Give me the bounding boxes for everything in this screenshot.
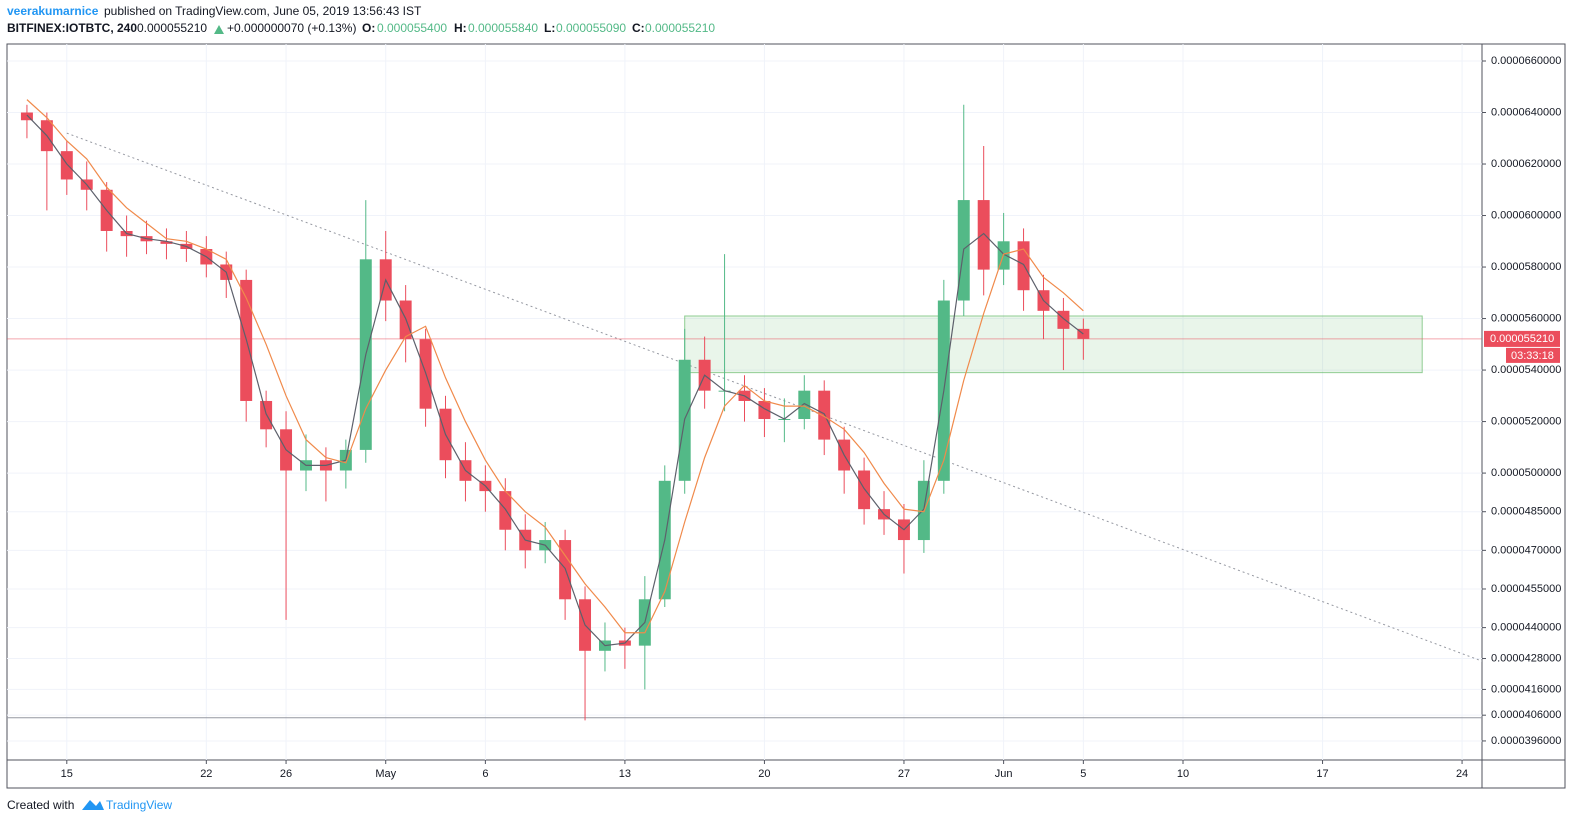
- candle-body: [758, 400, 771, 419]
- y-tick-label: 0.0000440000: [1491, 622, 1561, 634]
- price-label: 0.000055210: [1490, 333, 1554, 345]
- up-arrow: [214, 25, 224, 34]
- y-tick-label: 0.0000560000: [1491, 312, 1561, 324]
- x-tick-label: 26: [280, 768, 292, 780]
- published-info: published on TradingView.com, June 05, 2…: [104, 4, 422, 18]
- x-tick-label: 24: [1456, 768, 1468, 780]
- y-tick-label: 0.0000396000: [1491, 735, 1561, 747]
- candle-body: [20, 112, 33, 121]
- y-tick-label: 0.0000485000: [1491, 506, 1561, 518]
- x-tick-label: 17: [1316, 768, 1328, 780]
- ohlc-value: 0.000055210: [645, 21, 715, 35]
- candle-body: [160, 241, 173, 244]
- y-tick-label: 0.0000428000: [1491, 652, 1561, 664]
- ohlc-value: 0.000055400: [377, 21, 447, 35]
- countdown-box: [1506, 347, 1560, 363]
- ohlc-value: 0.000055840: [468, 21, 538, 35]
- y-tick-label: 0.0000640000: [1491, 106, 1561, 118]
- symbol: BITFINEX:IOTBTC, 240: [7, 21, 137, 35]
- x-tick-label: 27: [898, 768, 910, 780]
- candle-body: [977, 200, 990, 270]
- zone: [684, 315, 1423, 374]
- y-tick-label: 0.0000540000: [1491, 364, 1561, 376]
- candle-body: [60, 151, 73, 180]
- y-tick-label: 0.0000520000: [1491, 415, 1561, 427]
- trendline: [66, 132, 1483, 662]
- x-tick-label: 13: [619, 768, 631, 780]
- y-tick-label: 0.0000600000: [1491, 209, 1561, 221]
- moving-average: [26, 114, 1084, 647]
- change: +0.000000070 (+0.13%): [227, 21, 356, 35]
- last-price: 0.000055210: [137, 21, 207, 35]
- ohlc-label: C:: [632, 21, 645, 35]
- candle-body: [1017, 241, 1030, 291]
- logo: [82, 800, 104, 810]
- y-tick-label: 0.0000470000: [1491, 544, 1561, 556]
- x-tick-label: 20: [758, 768, 770, 780]
- chart-frame: [6, 43, 1566, 789]
- countdown: 03:33:18: [1511, 350, 1554, 362]
- x-tick-label: 5: [1080, 768, 1086, 780]
- price-label-box: [1484, 330, 1560, 347]
- author[interactable]: veerakumarnice: [7, 4, 99, 18]
- y-tick-label: 0.0000500000: [1491, 467, 1561, 479]
- footer-text: Created with: [7, 798, 74, 812]
- y-tick-label: 0.0000580000: [1491, 261, 1561, 273]
- ohlc-label: L:: [544, 21, 555, 35]
- x-tick-label: 6: [482, 768, 488, 780]
- ohlc-value: 0.000055090: [556, 21, 626, 35]
- footer-brand[interactable]: TradingView: [106, 798, 172, 812]
- x-tick-label: 15: [61, 768, 73, 780]
- candle-body: [499, 491, 512, 530]
- y-tick-label: 0.0000416000: [1491, 683, 1561, 695]
- y-tick-label: 0.0000660000: [1491, 55, 1561, 67]
- y-tick-label: 0.0000455000: [1491, 583, 1561, 595]
- candle-body: [1057, 310, 1070, 329]
- x-tick-label: 10: [1177, 768, 1189, 780]
- x-tick-label: 22: [200, 768, 212, 780]
- candle-body: [798, 390, 811, 419]
- ohlc-label: O:: [362, 21, 375, 35]
- candle-body: [858, 470, 871, 510]
- ohlc-label: H:: [454, 21, 467, 35]
- y-tick-label: 0.0000406000: [1491, 709, 1561, 721]
- x-tick-label: May: [375, 768, 396, 780]
- candle-body: [260, 400, 273, 430]
- moving-average: [26, 99, 1084, 634]
- x-tick-label: Jun: [995, 768, 1013, 780]
- y-tick-label: 0.0000620000: [1491, 158, 1561, 170]
